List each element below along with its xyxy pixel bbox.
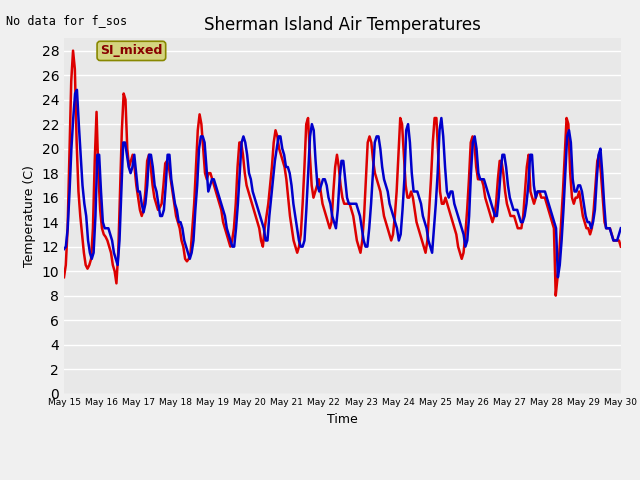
X-axis label: Time: Time: [327, 413, 358, 426]
Text: SI_mixed: SI_mixed: [100, 44, 163, 58]
Text: No data for f_sos: No data for f_sos: [6, 14, 127, 27]
Legend: Panel T, Air T: Panel T, Air T: [259, 478, 426, 480]
Y-axis label: Temperature (C): Temperature (C): [23, 165, 36, 267]
Title: Sherman Island Air Temperatures: Sherman Island Air Temperatures: [204, 16, 481, 34]
